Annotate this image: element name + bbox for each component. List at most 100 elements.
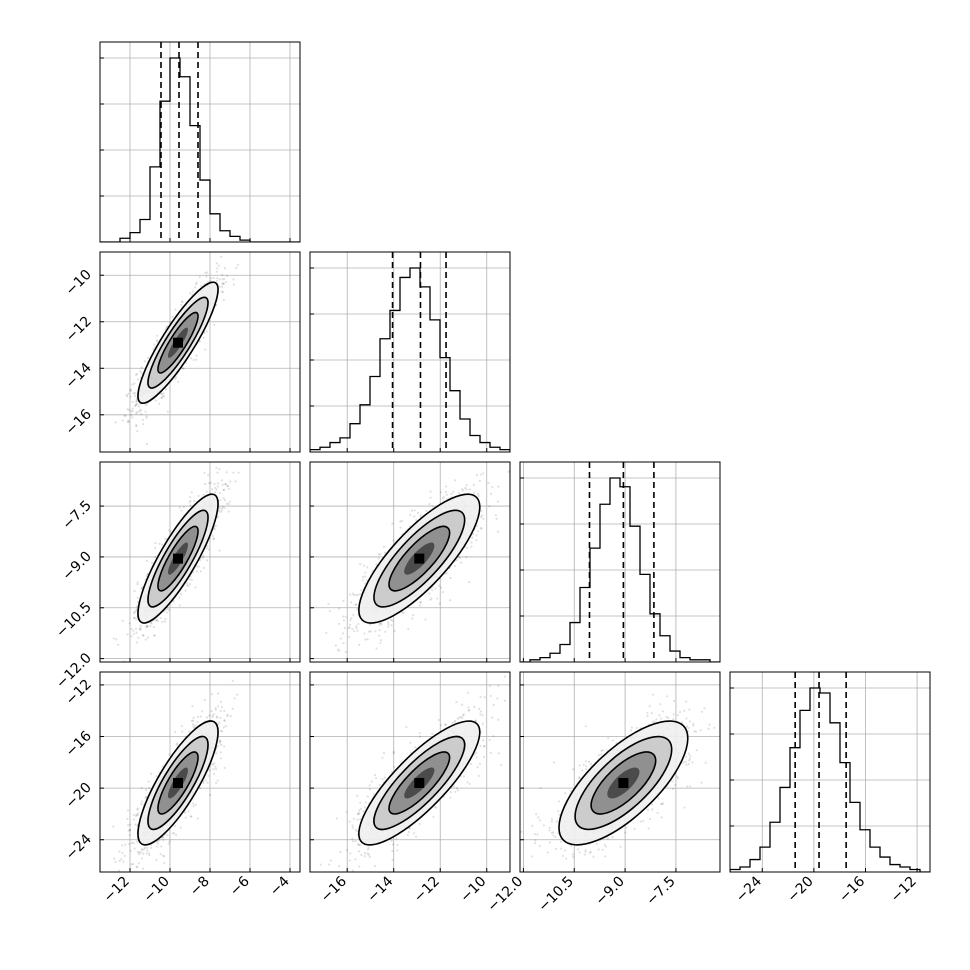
scatter-point	[198, 275, 201, 278]
panel-frame	[309, 251, 511, 453]
scatter-point	[178, 604, 181, 607]
scatter-point	[189, 499, 192, 502]
scatter-point	[131, 407, 134, 410]
y-tick-label: −16	[63, 406, 95, 438]
scatter-point	[125, 393, 128, 396]
scatter-point	[149, 625, 152, 628]
scatter-point	[174, 731, 177, 734]
scatter-point	[475, 534, 478, 537]
scatter-point	[368, 623, 372, 626]
scatter-point	[234, 459, 236, 461]
scatter-point	[142, 867, 145, 870]
scatter-point	[222, 497, 225, 500]
scatter-point	[480, 527, 483, 530]
scatter-point	[189, 291, 192, 295]
scatter-point	[235, 266, 238, 269]
scatter-point	[135, 411, 138, 414]
scatter-point	[153, 634, 156, 637]
scatter-point	[163, 395, 166, 398]
scatter-point	[194, 803, 197, 806]
scatter-point	[217, 509, 221, 512]
scatter-point	[130, 414, 133, 417]
scatter-point	[158, 402, 161, 405]
scatter-point	[455, 559, 459, 562]
scatter-point	[219, 499, 222, 502]
scatter-point	[351, 627, 354, 631]
y-tick-label: −7.5	[59, 498, 94, 533]
scatter-point	[347, 627, 350, 630]
scatter-point	[210, 763, 213, 766]
scatter-point	[190, 357, 193, 360]
scatter-point	[342, 641, 345, 645]
scatter-point	[162, 838, 165, 842]
scatter-point	[337, 607, 341, 610]
scatter-point	[208, 793, 212, 797]
scatter-point	[128, 622, 131, 625]
scatter-point	[221, 507, 224, 510]
density-peak	[414, 553, 425, 564]
scatter-point	[116, 669, 118, 671]
scatter-point	[224, 280, 227, 284]
scatter-point	[133, 404, 137, 408]
scatter-point	[349, 593, 352, 596]
scatter-point	[346, 666, 348, 668]
scatter-point	[139, 628, 142, 632]
scatter-point	[146, 849, 149, 852]
scatter-point	[379, 622, 382, 625]
scatter-point	[207, 548, 210, 551]
scatter-point	[472, 483, 476, 487]
scatter-point	[217, 516, 220, 519]
scatter-point	[214, 524, 217, 528]
scatter-point	[121, 619, 124, 622]
scatter-point	[468, 581, 471, 584]
scatter-point	[149, 846, 153, 849]
scatter-point	[413, 509, 416, 512]
scatter-point	[439, 491, 443, 494]
scatter-point	[450, 492, 453, 496]
scatter-point	[155, 845, 158, 848]
scatter-point	[205, 547, 208, 550]
scatter-point	[453, 479, 457, 482]
scatter-point	[188, 578, 191, 581]
scatter-point	[452, 490, 455, 493]
scatter-point	[135, 631, 138, 634]
scatter-point	[478, 479, 482, 483]
scatter-point	[181, 367, 184, 370]
scatter-point	[221, 273, 224, 276]
scatter-point	[366, 638, 369, 641]
scatter-point	[213, 482, 216, 486]
panel-frame	[99, 41, 301, 243]
scatter-point	[337, 648, 340, 651]
scatter-point	[124, 843, 127, 846]
scatter-point	[205, 330, 208, 333]
scatter-point	[155, 619, 158, 622]
scatter-point	[475, 538, 478, 542]
scatter-point	[146, 356, 149, 359]
scatter-point	[444, 490, 448, 493]
scatter-point	[156, 340, 159, 343]
scatter-point	[419, 514, 422, 517]
scatter-point	[157, 842, 160, 845]
scatter-point	[146, 625, 149, 628]
scatter-point	[135, 840, 139, 843]
scatter-point	[431, 588, 434, 592]
scatter-point	[221, 291, 225, 294]
scatter-point	[159, 853, 162, 856]
scatter-point	[229, 480, 232, 483]
y-tick-label: −14	[63, 360, 95, 392]
scatter-point	[164, 537, 167, 540]
scatter-point	[204, 271, 207, 274]
scatter-point	[449, 599, 452, 602]
scatter-point	[379, 641, 382, 645]
scatter-point	[151, 561, 154, 564]
scatter-point	[153, 634, 156, 637]
scatter-point	[152, 625, 155, 629]
scatter-point	[387, 623, 390, 626]
scatter-point	[221, 483, 224, 486]
scatter-point	[364, 571, 367, 574]
scatter-point	[223, 498, 227, 502]
scatter-point	[136, 866, 139, 869]
scatter-point	[382, 545, 386, 549]
scatter-point	[194, 586, 197, 589]
